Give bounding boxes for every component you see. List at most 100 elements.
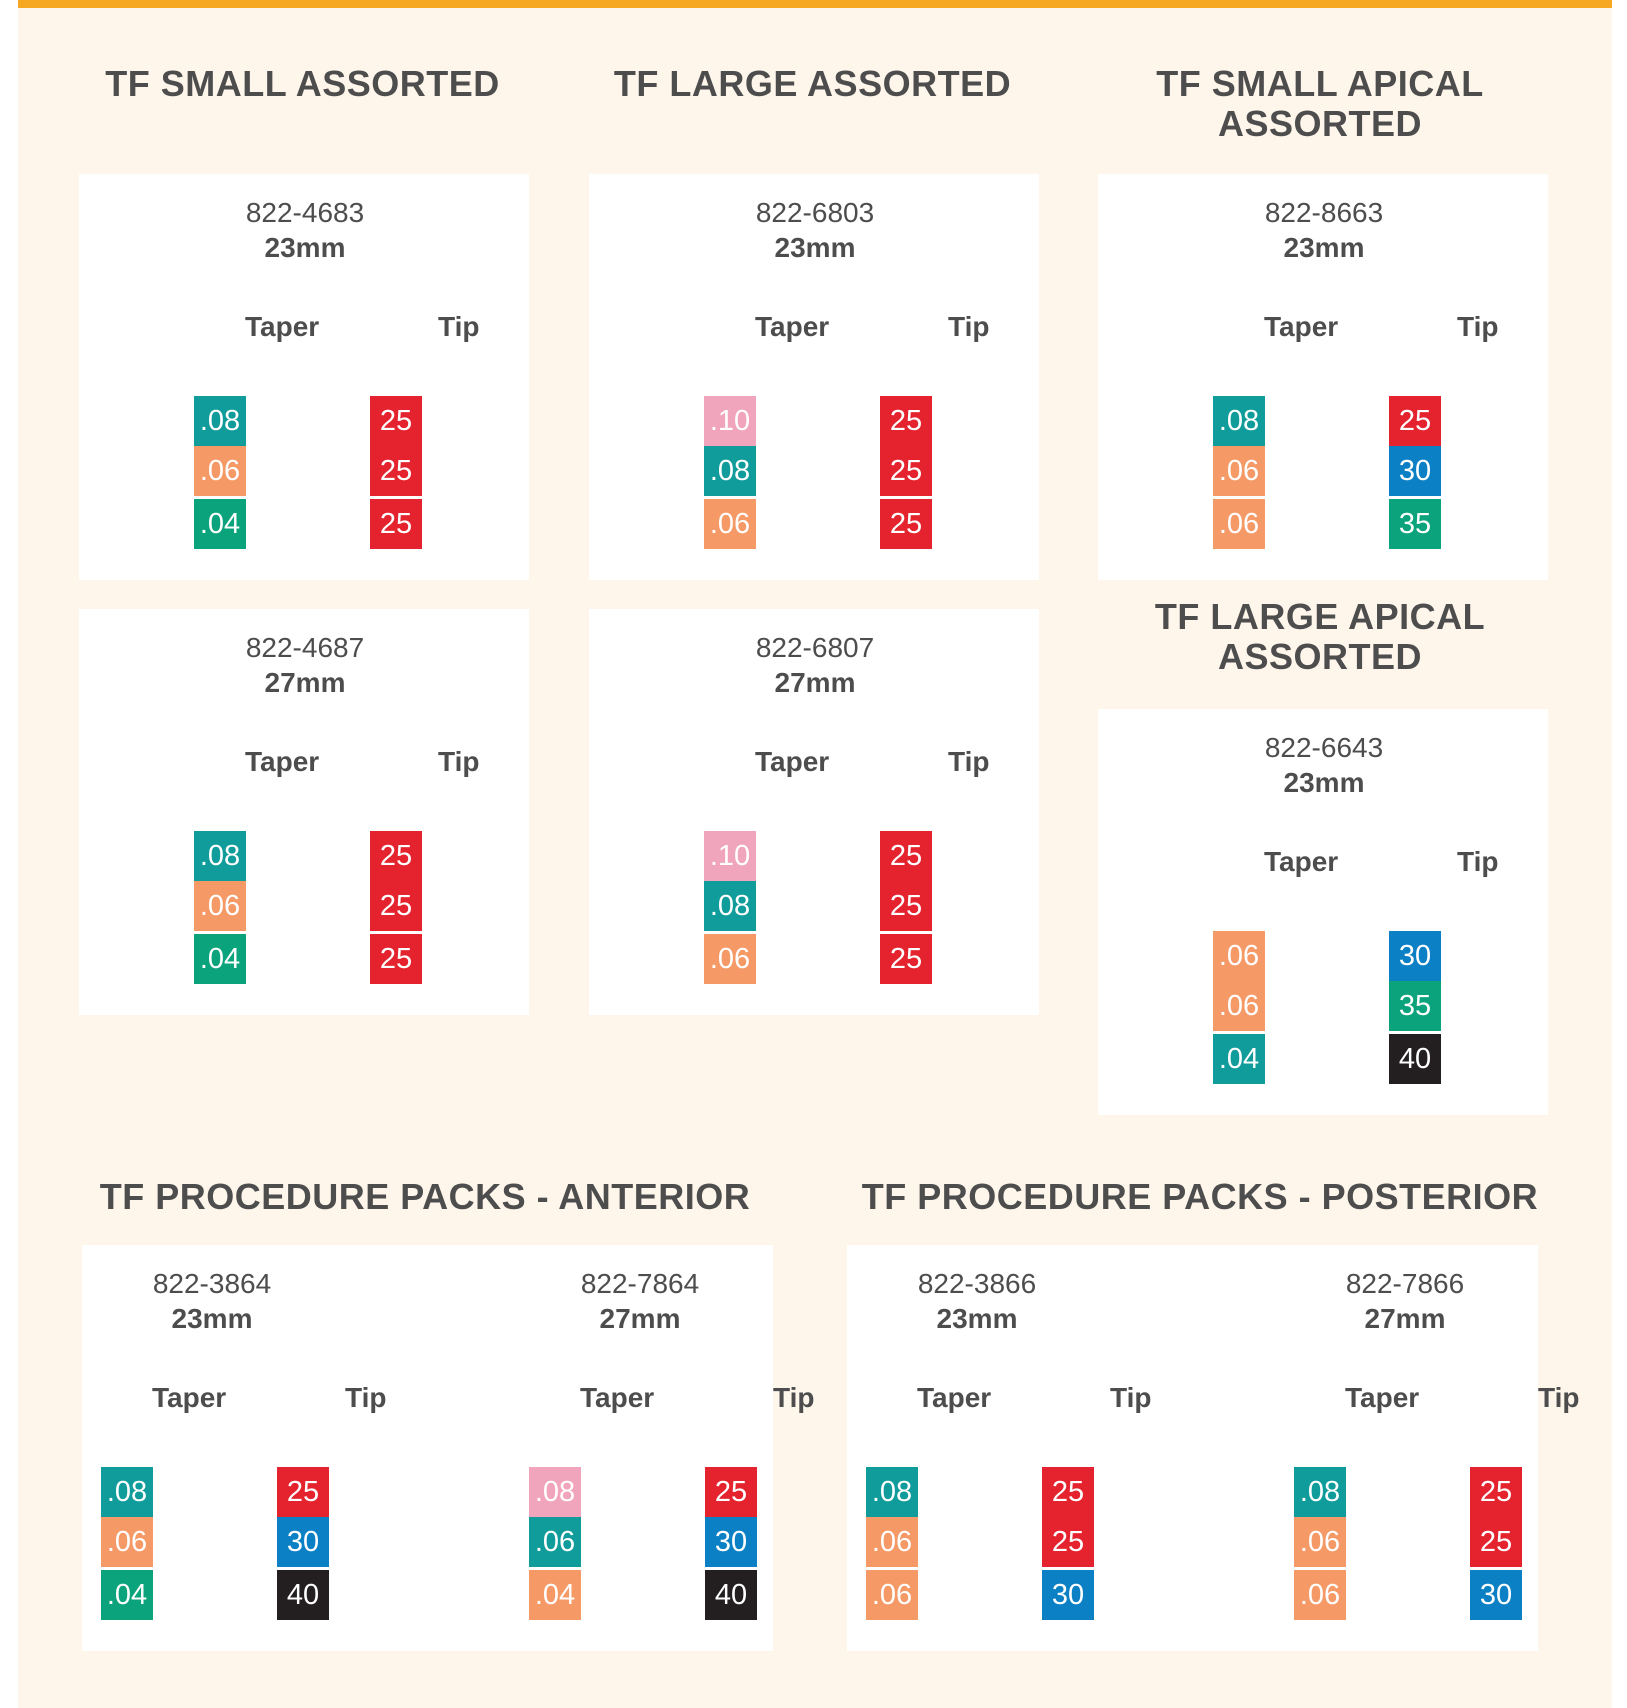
tip-header: Tip xyxy=(948,746,990,777)
taper-chip: .06 xyxy=(1294,1517,1346,1567)
tip-chip: 25 xyxy=(880,499,932,549)
taper-header: Taper xyxy=(245,746,320,777)
tip-chip: 25 xyxy=(370,934,422,984)
tip-chip: 40 xyxy=(705,1570,757,1620)
taper-chip: .08 xyxy=(529,1467,581,1517)
kit-length: 23mm xyxy=(774,232,856,263)
taper-chip: .06 xyxy=(1213,499,1265,549)
tip-chip: 25 xyxy=(880,831,932,881)
title-large-apical-assorted: TF LARGE APICAL ASSORTED xyxy=(1154,596,1486,677)
card-procedure-packs-anterior xyxy=(82,1245,773,1651)
taper-chip: .08 xyxy=(866,1467,918,1517)
kit: 822-7864 27mm Taper Tip .08.06.04 25 30 40 xyxy=(490,1245,814,1625)
tip-chip: 30 xyxy=(1042,1570,1094,1620)
taper-header: Taper xyxy=(152,1382,227,1413)
taper-chip: .04 xyxy=(1213,1034,1265,1084)
taper-chip: .06 xyxy=(529,1517,581,1567)
tip-chip: 35 xyxy=(1389,981,1441,1031)
tip-header: Tip xyxy=(1457,311,1499,342)
title-small-apical-assorted: TF SMALL APICAL ASSORTED xyxy=(1156,63,1484,144)
taper-header: Taper xyxy=(755,311,830,342)
kit: 822-7866 27mm Taper Tip .08.06.06 25 25 30 xyxy=(1255,1245,1579,1625)
tip-chip: 25 xyxy=(1042,1467,1094,1517)
kit-length: 23mm xyxy=(171,1303,253,1334)
taper-chip: .06 xyxy=(704,499,756,549)
kit: 822-4683 23mm Taper Tip .08.06.04 25 25 25 xyxy=(155,174,479,554)
tip-chip: 30 xyxy=(705,1517,757,1567)
kit-code: 822-7864 xyxy=(580,1268,700,1299)
kit-code: 822-4687 xyxy=(245,632,365,663)
card-large-assorted-23mm xyxy=(589,174,1039,580)
taper-header: Taper xyxy=(580,1382,655,1413)
taper-chip: .06 xyxy=(194,881,246,931)
taper-header: Taper xyxy=(1264,311,1339,342)
top-accent-bar xyxy=(18,0,1612,8)
tip-chip: 30 xyxy=(1389,446,1441,496)
taper-chip: .08 xyxy=(194,396,246,446)
tip-header: Tip xyxy=(1538,1382,1580,1413)
tip-header: Tip xyxy=(345,1382,387,1413)
taper-chip: .06 xyxy=(1213,981,1265,1031)
kit: 822-3866 23mm Taper Tip .08.06.06 25 25 30 xyxy=(827,1245,1151,1625)
card-procedure-packs-posterior xyxy=(847,1245,1538,1651)
kit-code: 822-6807 xyxy=(755,632,875,663)
card-small-assorted-27mm xyxy=(79,609,529,1015)
tip-chip: 25 xyxy=(370,881,422,931)
tip-chip: 25 xyxy=(370,396,422,446)
tip-header: Tip xyxy=(1110,1382,1152,1413)
kit-code: 822-6803 xyxy=(755,197,875,228)
kit-length: 23mm xyxy=(1283,232,1365,263)
taper-header: Taper xyxy=(1264,846,1339,877)
taper-chip: .10 xyxy=(704,831,756,881)
title-procedure-packs-posterior: TF PROCEDURE PACKS - POSTERIOR xyxy=(861,1176,1539,1217)
tip-chip: 25 xyxy=(880,446,932,496)
tip-chip: 25 xyxy=(1389,396,1441,446)
kit: 822-6643 23mm Taper Tip .06.06.04 30 35 40 xyxy=(1174,709,1498,1089)
taper-header: Taper xyxy=(245,311,320,342)
tip-header: Tip xyxy=(948,311,990,342)
kit-length: 23mm xyxy=(936,1303,1018,1334)
taper-chip: .06 xyxy=(866,1570,918,1620)
taper-chip: .08 xyxy=(101,1467,153,1517)
taper-chip: .04 xyxy=(194,934,246,984)
kit-code: 822-3866 xyxy=(917,1268,1037,1299)
kit: 822-6803 23mm Taper Tip .10.08.06 25 25 25 xyxy=(665,174,989,554)
kit: 822-4687 27mm Taper Tip .08.06.04 25 25 25 xyxy=(155,609,479,989)
taper-chip: .04 xyxy=(194,499,246,549)
kit-code: 822-8663 xyxy=(1264,197,1384,228)
tip-header: Tip xyxy=(773,1382,815,1413)
taper-chip: .06 xyxy=(866,1517,918,1567)
taper-chip: .06 xyxy=(1294,1570,1346,1620)
kit: 822-3864 23mm Taper Tip .08.06.04 25 30 40 xyxy=(62,1245,386,1625)
kit-length: 23mm xyxy=(1283,767,1365,798)
tip-chip: 25 xyxy=(277,1467,329,1517)
kit: 822-8663 23mm Taper Tip .08.06.06 25 30 35 xyxy=(1174,174,1498,554)
taper-chip: .08 xyxy=(1213,396,1265,446)
taper-chip: .08 xyxy=(1294,1467,1346,1517)
tip-chip: 25 xyxy=(1470,1517,1522,1567)
taper-chip: .06 xyxy=(1213,446,1265,496)
tip-chip: 25 xyxy=(880,881,932,931)
tip-chip: 25 xyxy=(370,831,422,881)
tip-chip: 25 xyxy=(1470,1467,1522,1517)
tip-header: Tip xyxy=(438,746,480,777)
taper-chip: .06 xyxy=(704,934,756,984)
card-large-assorted-27mm xyxy=(589,609,1039,1015)
taper-chip: .06 xyxy=(1213,931,1265,981)
tip-chip: 25 xyxy=(705,1467,757,1517)
taper-header: Taper xyxy=(755,746,830,777)
kit-length: 23mm xyxy=(264,232,346,263)
tip-chip: 25 xyxy=(880,934,932,984)
tip-chip: 30 xyxy=(1470,1570,1522,1620)
tip-chip: 25 xyxy=(370,446,422,496)
tip-chip: 30 xyxy=(277,1517,329,1567)
tip-header: Tip xyxy=(438,311,480,342)
title-small-assorted: TF SMALL ASSORTED xyxy=(105,63,500,104)
tip-header: Tip xyxy=(1457,846,1499,877)
tip-chip: 25 xyxy=(1042,1517,1094,1567)
taper-chip: .08 xyxy=(704,881,756,931)
taper-header: Taper xyxy=(1345,1382,1420,1413)
kit-length: 27mm xyxy=(264,667,346,698)
tip-chip: 40 xyxy=(1389,1034,1441,1084)
taper-chip: .04 xyxy=(101,1570,153,1620)
